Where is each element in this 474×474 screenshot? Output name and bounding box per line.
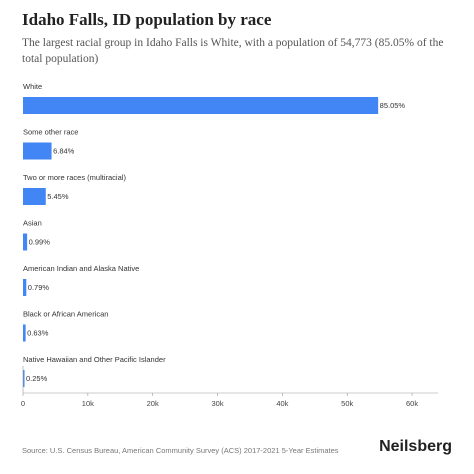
brand-logo: Neilsberg [379, 438, 452, 455]
x-tick-label: 50k [341, 399, 353, 408]
x-tick-label: 10k [82, 399, 94, 408]
x-tick-label: 0 [21, 399, 25, 408]
category-label: Two or more races (multiracial) [23, 173, 126, 182]
bar-value-label: 0.25% [26, 374, 48, 383]
x-tick-label: 20k [147, 399, 159, 408]
bar [23, 233, 28, 251]
bar [23, 188, 46, 205]
category-label: Black or African American [23, 310, 108, 319]
bar [23, 142, 52, 160]
bar-value-label: 5.45% [47, 192, 69, 201]
bar-value-label: 0.99% [29, 238, 51, 247]
bar [23, 279, 27, 296]
category-label: Native Hawaiian and Other Pacific Island… [23, 355, 166, 364]
bar-value-label: 0.63% [27, 329, 49, 338]
chart-subtitle: The largest racial group in Idaho Falls … [22, 37, 444, 65]
chart-title: Idaho Falls, ID population by race [22, 10, 272, 29]
x-tick-label: 40k [276, 399, 288, 408]
category-label: American Indian and Alaska Native [23, 264, 139, 273]
bar-value-label: 0.79% [28, 283, 50, 292]
bar [23, 370, 25, 387]
x-tick-label: 30k [211, 399, 223, 408]
x-tick-label: 60k [406, 399, 418, 408]
category-label: White [23, 82, 42, 91]
category-label: Some other race [23, 128, 78, 137]
category-label: Asian [23, 219, 42, 228]
bar-value-label: 85.05% [380, 101, 406, 110]
bar [23, 97, 379, 114]
bar [23, 324, 26, 342]
source-note: Source: U.S. Census Bureau, American Com… [22, 446, 339, 455]
bar-value-label: 6.84% [53, 147, 75, 156]
